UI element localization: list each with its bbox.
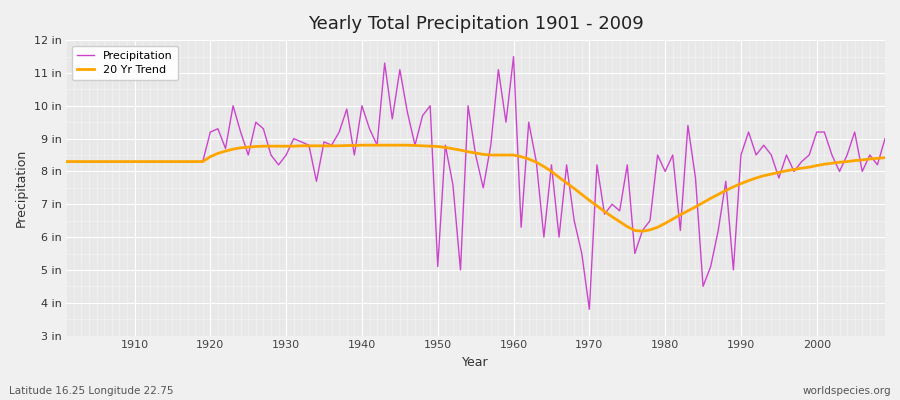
Precipitation <box>122 159 132 164</box>
Precipitation <box>288 136 299 141</box>
Precipitation <box>516 225 526 230</box>
20 Yr Trend <box>508 153 519 158</box>
Line: Precipitation: Precipitation <box>67 56 885 309</box>
20 Yr Trend <box>637 229 648 234</box>
20 Yr Trend <box>356 143 367 148</box>
Line: 20 Yr Trend: 20 Yr Trend <box>67 145 885 231</box>
Precipitation <box>334 130 345 134</box>
20 Yr Trend <box>879 155 890 160</box>
Precipitation <box>879 136 890 141</box>
Legend: Precipitation, 20 Yr Trend: Precipitation, 20 Yr Trend <box>72 46 178 80</box>
20 Yr Trend <box>61 159 72 164</box>
Text: worldspecies.org: worldspecies.org <box>803 386 891 396</box>
20 Yr Trend <box>607 214 617 219</box>
Precipitation <box>508 54 519 59</box>
20 Yr Trend <box>334 144 345 148</box>
20 Yr Trend <box>516 154 526 159</box>
Title: Yearly Total Precipitation 1901 - 2009: Yearly Total Precipitation 1901 - 2009 <box>308 15 644 33</box>
20 Yr Trend <box>288 144 299 148</box>
Precipitation <box>500 120 511 124</box>
Text: Latitude 16.25 Longitude 22.75: Latitude 16.25 Longitude 22.75 <box>9 386 174 396</box>
Precipitation <box>584 307 595 312</box>
Precipitation <box>615 208 626 213</box>
Y-axis label: Precipitation: Precipitation <box>15 149 28 227</box>
X-axis label: Year: Year <box>463 356 489 369</box>
Precipitation <box>61 159 72 164</box>
20 Yr Trend <box>122 159 132 164</box>
